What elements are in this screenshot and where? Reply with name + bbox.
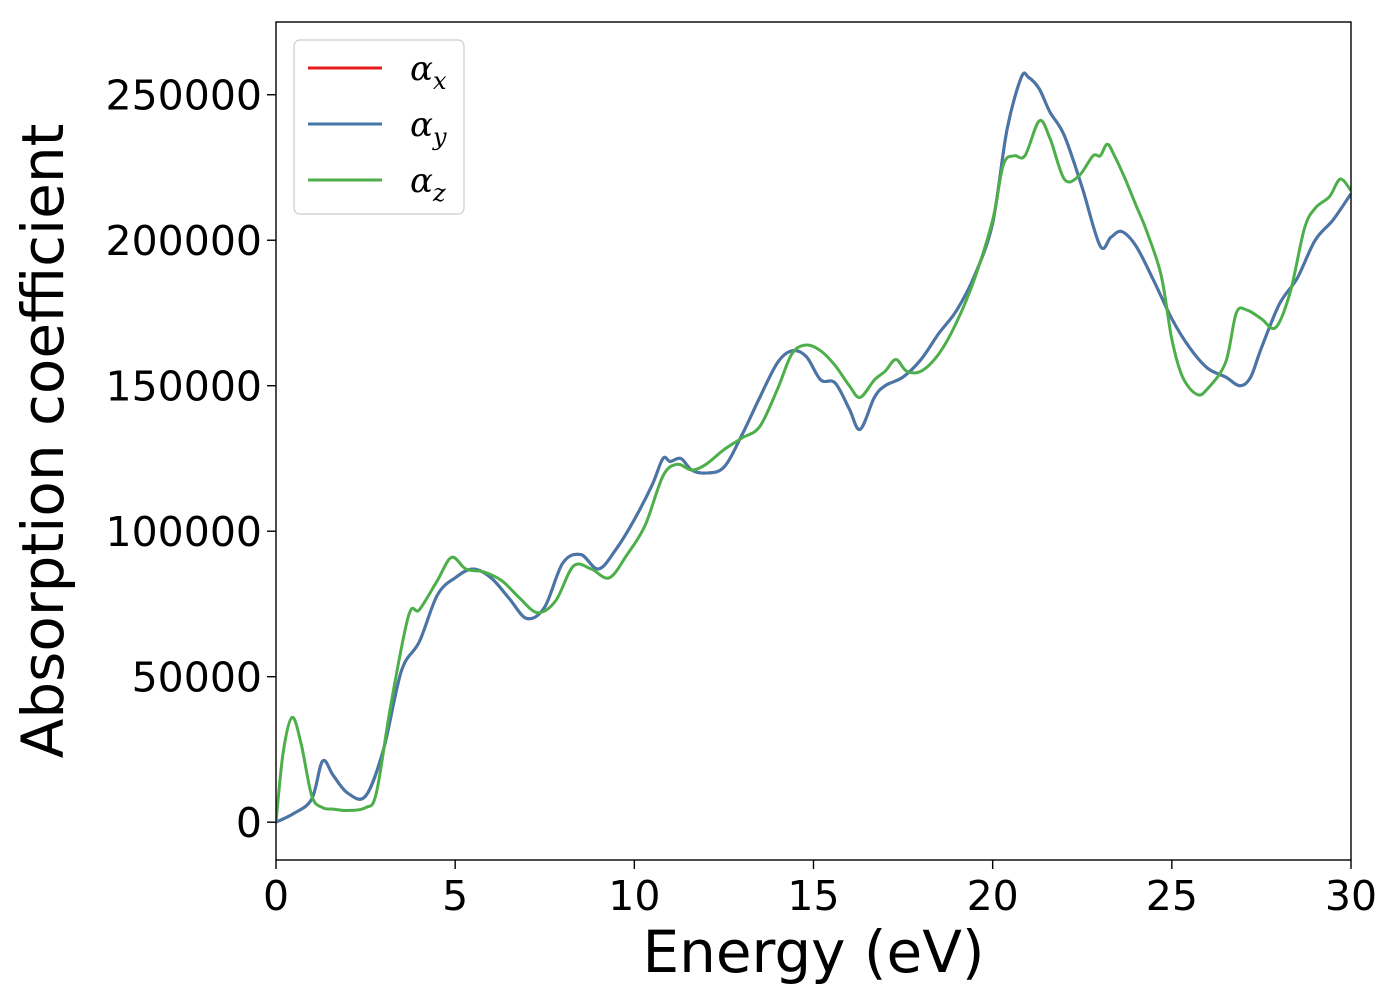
x-tick-label: 30 [1325, 872, 1377, 920]
y-tick-label: 200000 [105, 217, 262, 265]
y-axis: 0 50000 100000 150000 200000 250000 [105, 72, 276, 847]
y-tick-label: 50000 [132, 654, 262, 702]
legend-label-alpha-y: αy [410, 105, 447, 151]
y-tick-label: 150000 [105, 363, 262, 411]
legend-label-alpha-x: αx [410, 49, 447, 95]
legend: αx αy αz [293, 39, 465, 215]
x-tick-label: 5 [442, 872, 468, 920]
legend-label-alpha-z: αz [410, 161, 446, 207]
y-tick-label: 0 [236, 799, 262, 847]
series-line-alpha-z [276, 118, 1351, 823]
series-line-alpha-y [276, 71, 1351, 824]
y-tick-label: 250000 [105, 72, 262, 120]
x-tick-label: 20 [967, 872, 1019, 920]
x-tick-label: 0 [263, 872, 289, 920]
x-tick-label: 10 [608, 872, 660, 920]
x-tick-label: 15 [787, 872, 839, 920]
series-layer [276, 71, 1351, 824]
y-axis-label: Absorption coefficient [9, 124, 77, 759]
x-tick-label: 25 [1146, 872, 1198, 920]
y-tick-label: 100000 [105, 508, 262, 556]
x-axis-label: Energy (eV) [642, 918, 984, 986]
x-axis: 0 5 10 15 20 25 30 [263, 860, 1377, 920]
legend-box [293, 39, 465, 215]
